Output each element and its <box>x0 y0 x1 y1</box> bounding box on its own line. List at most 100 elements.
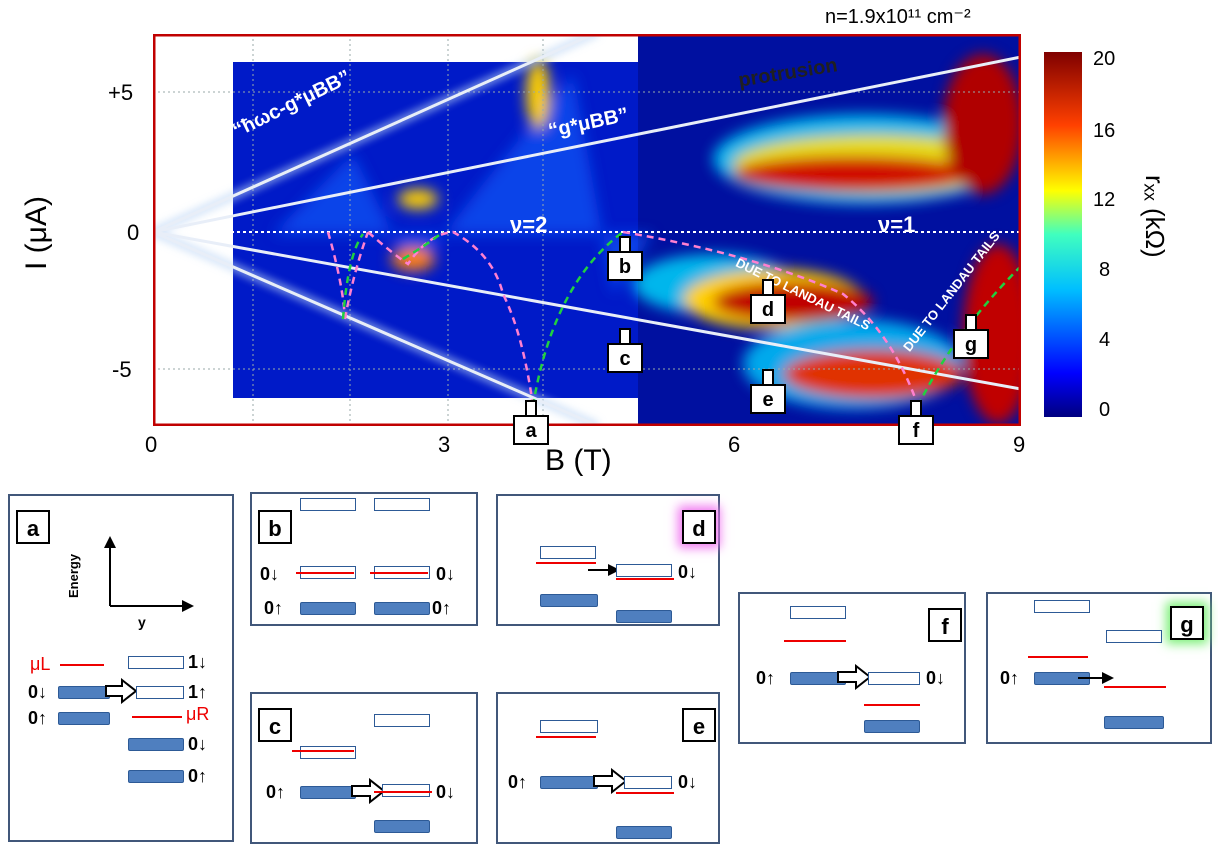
level-top-right-b <box>374 498 430 511</box>
panel-c-label: c <box>258 708 292 742</box>
x-tick-0: 0 <box>145 432 158 457</box>
mu-line-d-right <box>616 578 674 580</box>
y-axis-label: I (μA) <box>20 196 53 270</box>
level-0up-right-b <box>374 602 430 615</box>
x-tick-9: 9 <box>1013 432 1026 457</box>
level-top-right-c <box>374 714 430 727</box>
level-label-e-0down: 0↓ <box>678 772 698 792</box>
y-axis-label-a: y <box>138 614 146 630</box>
level-label-c-0down: 0↓ <box>436 782 456 802</box>
level-0down-right-e <box>624 776 672 789</box>
mu-line-e-right <box>616 792 674 794</box>
x-axis-label: B (T) <box>545 444 612 477</box>
panel-f: f 0↑ 0↓ <box>738 592 966 744</box>
level-bottom-right-d <box>616 610 672 623</box>
level-label-0up-right: 0↑ <box>188 766 208 786</box>
mu-l-line <box>60 664 104 666</box>
level-top-left-e <box>540 720 598 733</box>
level-label-0up-left: 0↑ <box>28 708 48 728</box>
mu-line-f-right <box>864 704 920 706</box>
carrier-density: n=1.9x10¹¹ cm⁻² <box>825 6 971 28</box>
level-label-b-0up-left: 0↑ <box>264 598 284 618</box>
level-bottom-right-g <box>1104 716 1164 729</box>
panel-b-label: b <box>258 510 292 544</box>
mu-line-f-left <box>784 640 846 642</box>
panel-a: a Energy y μL 1↓ 0↓ 1↑ 0↑ μR 0↓ 0↑ <box>8 494 234 842</box>
heatmap-svg <box>151 27 1033 431</box>
level-bottom-right-f <box>864 720 920 733</box>
level-top-left-b <box>300 498 356 511</box>
y-tick-plus5: +5 <box>108 80 134 105</box>
level-label-b-0down-right: 0↓ <box>436 564 456 584</box>
level-0down-left-a <box>58 686 110 699</box>
level-label-f-0up: 0↑ <box>756 668 776 688</box>
plot-frame <box>152 33 1022 427</box>
level-0up-left-e <box>540 776 598 789</box>
level-0down-left-c <box>300 746 356 759</box>
transition-arrow-icon <box>588 564 620 576</box>
level-label-b-0down-left: 0↓ <box>260 564 280 584</box>
level-label-0down-right: 0↓ <box>188 734 208 754</box>
mu-r-line <box>132 716 182 718</box>
level-label-c-0up: 0↑ <box>266 782 286 802</box>
mu-l-label: μL <box>30 654 51 674</box>
panel-c: c 0↑ 0↓ <box>250 692 478 844</box>
colorbar-tick-12: 12 <box>1093 189 1116 211</box>
nu1-label: ν=1 <box>878 212 916 237</box>
transition-arrow-icon <box>593 768 628 794</box>
level-0up-left-b <box>300 602 356 615</box>
level-bottom-right-e <box>616 826 672 839</box>
mu-line-g-right <box>1104 686 1166 688</box>
energy-axis-label: Energy <box>66 553 81 598</box>
transition-arrow-icon <box>105 678 138 704</box>
level-bottom-right-c <box>374 820 430 833</box>
level-0up-left-c <box>300 786 356 799</box>
mu-line-b-left <box>296 572 354 574</box>
mu-r-label: μR <box>186 704 210 724</box>
y-tick-0: 0 <box>127 220 140 245</box>
level-top-left-d <box>540 546 596 559</box>
colorbar <box>1044 52 1082 417</box>
colorbar-tick-4: 4 <box>1099 329 1111 351</box>
colorbar-tick-16: 16 <box>1093 120 1116 142</box>
level-top-right-g <box>1106 630 1162 643</box>
panel-a-label: a <box>16 510 50 544</box>
mu-line-c-right <box>374 791 432 793</box>
level-0down-right-c <box>382 784 430 797</box>
mu-line-d-left <box>536 562 596 564</box>
level-0up-left-d <box>540 594 598 607</box>
level-0down-right-f <box>868 672 920 685</box>
level-label-g-0up: 0↑ <box>1000 668 1020 688</box>
panel-f-label: f <box>928 608 962 642</box>
panel-b: b 0↓ 0↓ 0↑ 0↑ <box>250 492 478 626</box>
transition-arrow-icon <box>1078 672 1114 684</box>
level-0down-right-a <box>128 738 184 751</box>
x-tick-3: 3 <box>438 432 451 457</box>
level-label-1up: 1↑ <box>188 682 208 702</box>
level-label-d-0down: 0↓ <box>678 562 698 582</box>
level-label-e-0up: 0↑ <box>508 772 528 792</box>
level-top-left-g <box>1034 600 1090 613</box>
panel-g-label: g <box>1170 606 1204 640</box>
panel-d-label: d <box>682 510 716 544</box>
colorbar-tick-8: 8 <box>1099 259 1111 281</box>
level-1up-a <box>136 686 184 699</box>
level-0up-left-a <box>58 712 110 725</box>
main-plot <box>151 27 1033 431</box>
level-label-0down-left: 0↓ <box>28 682 48 702</box>
transition-arrow-icon <box>351 778 386 804</box>
level-0up-right-a <box>128 770 184 783</box>
colorbar-label: rₓₓ (kΩ) <box>1140 175 1170 258</box>
panel-g: g 0↑ <box>986 592 1212 744</box>
x-tick-6: 6 <box>728 432 741 457</box>
mu-line-e-left <box>536 736 596 738</box>
colorbar-tick-20: 20 <box>1093 48 1116 70</box>
level-top-left-f <box>790 606 846 619</box>
transition-arrow-icon <box>837 664 872 690</box>
level-label-f-0down: 0↓ <box>926 668 946 688</box>
mu-line-c-left <box>292 750 354 752</box>
level-0down-right-d <box>616 564 672 577</box>
level-label-b-0up-right: 0↑ <box>432 598 452 618</box>
panel-e-label: e <box>682 708 716 742</box>
colorbar-tick-0: 0 <box>1099 399 1111 421</box>
